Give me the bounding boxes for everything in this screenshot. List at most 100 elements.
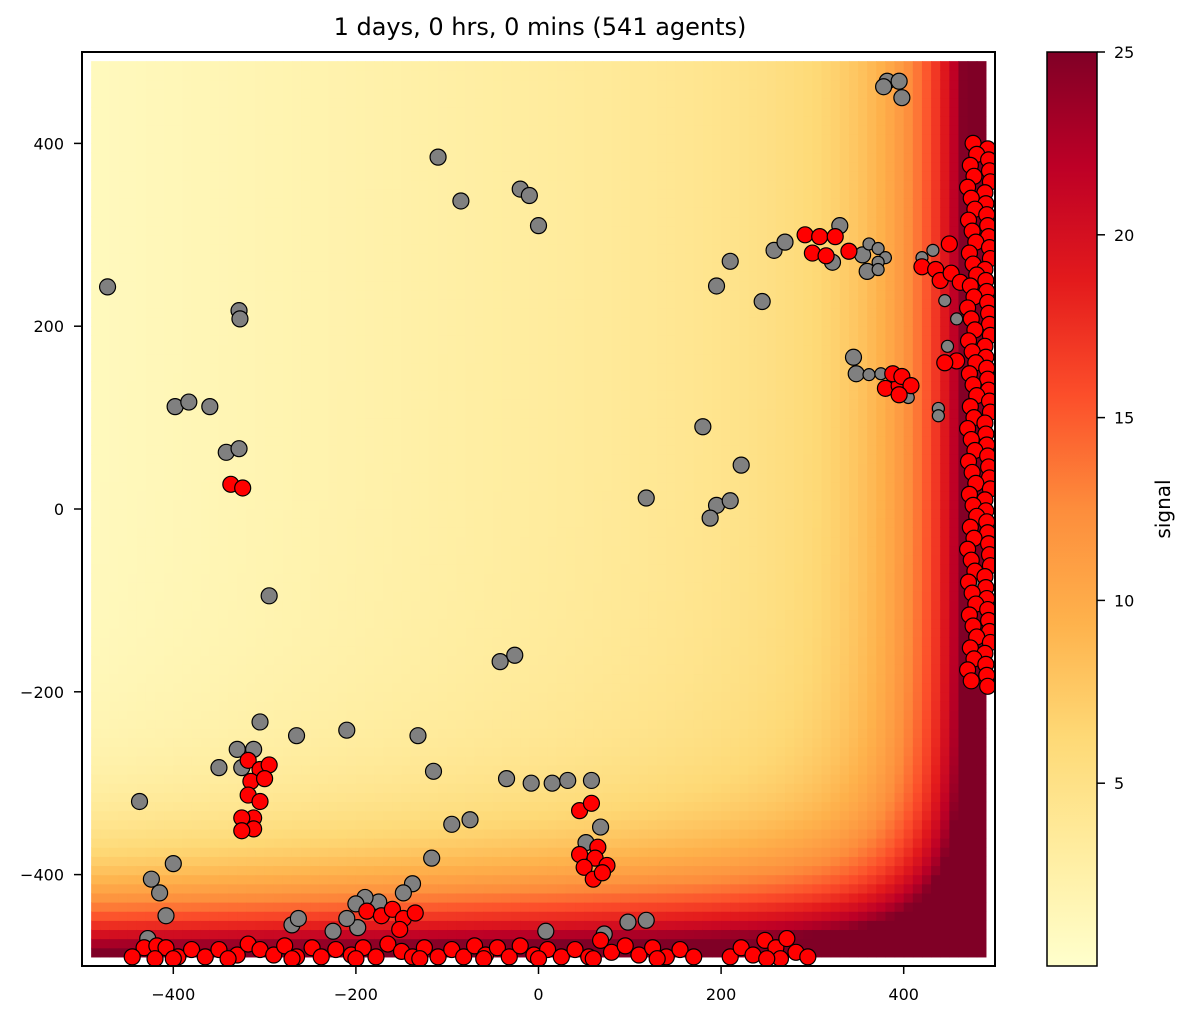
agent-point xyxy=(359,903,375,919)
agent-point xyxy=(252,714,268,730)
agent-point xyxy=(872,264,884,276)
agent-point xyxy=(617,938,633,954)
agent-point xyxy=(328,942,344,958)
colorbar xyxy=(1047,52,1097,966)
agent-point xyxy=(499,771,515,787)
agent-point xyxy=(284,951,300,967)
agent-point xyxy=(152,885,168,901)
agent-point xyxy=(638,490,654,506)
agent-point xyxy=(583,772,599,788)
colorbar-tick-label: 10 xyxy=(1114,591,1134,610)
agent-point xyxy=(252,793,268,809)
agent-point xyxy=(100,279,116,295)
agent-point xyxy=(932,410,944,422)
colorbar-tick-label: 25 xyxy=(1114,43,1134,62)
agent-point xyxy=(818,248,834,264)
agent-point xyxy=(686,949,702,965)
agent-point xyxy=(845,349,861,365)
agent-point xyxy=(709,278,725,294)
agent-point xyxy=(951,313,963,325)
agent-point xyxy=(426,763,442,779)
agent-point xyxy=(942,340,954,352)
agent-point xyxy=(937,355,953,371)
agent-point xyxy=(560,772,576,788)
agent-point xyxy=(158,908,174,924)
agent-point xyxy=(649,951,665,967)
chart-title: 1 days, 0 hrs, 0 mins (541 agents) xyxy=(334,13,747,41)
agent-point xyxy=(290,910,306,926)
agent-point xyxy=(523,775,539,791)
agent-point xyxy=(220,951,236,967)
agent-point xyxy=(430,149,446,165)
agent-point xyxy=(927,244,939,256)
agent-point xyxy=(235,480,251,496)
y-axis: 400 200 0 −200 −400 xyxy=(20,134,82,884)
y-tick-label: 200 xyxy=(33,317,64,336)
agent-point xyxy=(124,949,140,965)
agent-point xyxy=(462,812,478,828)
agent-point xyxy=(538,923,554,939)
agent-point xyxy=(211,760,227,776)
agent-point xyxy=(453,193,469,209)
agent-point xyxy=(492,654,508,670)
agent-point xyxy=(891,387,907,403)
agent-point xyxy=(544,775,560,791)
agent-point xyxy=(941,236,957,252)
y-tick-label: −400 xyxy=(20,866,64,885)
agent-point xyxy=(594,865,610,881)
agent-point xyxy=(894,90,910,106)
agent-point xyxy=(876,79,892,95)
agent-point xyxy=(261,588,277,604)
x-tick-label: −200 xyxy=(334,985,378,1004)
agent-point xyxy=(827,229,843,245)
agent-point xyxy=(939,295,951,307)
agent-point xyxy=(863,369,875,381)
y-tick-label: 0 xyxy=(54,500,64,519)
agent-point xyxy=(638,912,654,928)
colorbar-tick-label: 15 xyxy=(1114,409,1134,428)
agent-point xyxy=(722,253,738,269)
colorbar-label: signal xyxy=(1151,479,1175,538)
agent-point xyxy=(733,457,749,473)
agent-point xyxy=(812,229,828,245)
agent-point xyxy=(759,951,775,967)
agent-point xyxy=(392,921,408,937)
agent-point xyxy=(132,793,148,809)
agent-point xyxy=(620,914,636,930)
agent-point xyxy=(407,905,423,921)
agent-point xyxy=(695,419,711,435)
agent-point xyxy=(234,823,250,839)
agent-point xyxy=(779,931,795,947)
agent-point xyxy=(585,951,601,967)
y-tick-label: −200 xyxy=(20,683,64,702)
agent-point xyxy=(507,647,523,663)
agent-point xyxy=(583,795,599,811)
agent-point xyxy=(980,678,996,694)
agent-point xyxy=(231,441,247,457)
agent-point xyxy=(531,218,547,234)
agent-point xyxy=(476,951,492,967)
signal-field-background xyxy=(91,61,986,957)
agent-point xyxy=(841,243,857,259)
agent-point xyxy=(165,951,181,967)
agent-point xyxy=(412,951,428,967)
agent-point xyxy=(257,771,273,787)
agent-point xyxy=(754,294,770,310)
x-tick-label: −400 xyxy=(151,985,195,1004)
agent-point xyxy=(325,923,341,939)
agent-point xyxy=(368,949,384,965)
agent-point xyxy=(289,728,305,744)
agent-point xyxy=(348,951,364,967)
agent-point xyxy=(339,722,355,738)
colorbar-tick-label: 5 xyxy=(1114,774,1124,793)
y-tick-label: 400 xyxy=(33,134,64,153)
agent-point xyxy=(848,366,864,382)
agent-point xyxy=(593,819,609,835)
agent-point xyxy=(410,728,426,744)
agent-point xyxy=(800,949,816,965)
agent-point xyxy=(722,493,738,509)
